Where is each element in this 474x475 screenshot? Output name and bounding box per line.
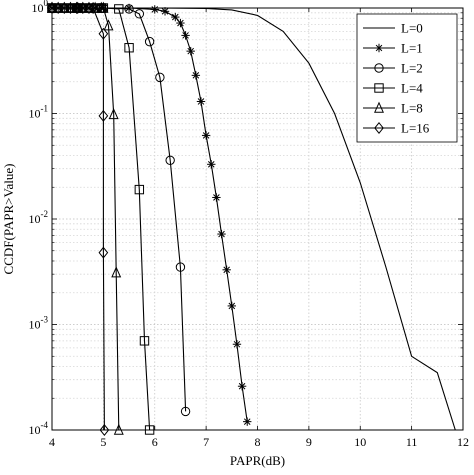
legend-marker-l4 [374, 83, 384, 93]
data-point-l1 [222, 265, 231, 274]
data-point-l4 [139, 336, 150, 346]
data-point-l4 [134, 184, 145, 195]
y-tick-label: 100 [32, 0, 49, 15]
data-point-l2 [165, 155, 175, 166]
x-tick-label: 4 [49, 435, 55, 449]
legend-label-l16: L=16 [401, 121, 430, 136]
y-tick-label: 10-4 [29, 420, 49, 437]
data-point-l16 [99, 424, 110, 436]
legend-marker-l16 [374, 122, 384, 134]
data-point-l1 [217, 229, 226, 239]
data-point-l1 [243, 417, 252, 426]
x-tick-label: 7 [203, 435, 209, 449]
legend-label-l2: L=2 [401, 61, 423, 76]
data-point-l2 [134, 9, 145, 19]
legend-marker-l8 [374, 101, 384, 113]
data-point-l8 [108, 107, 119, 120]
data-point-l8 [111, 266, 122, 278]
data-point-l4 [124, 43, 134, 53]
legend-box [356, 13, 458, 143]
legend-label-l8: L=8 [401, 101, 423, 116]
data-point-l1 [181, 31, 190, 40]
legend: L=0 L=1 L=2 L=4 L=8 L=16 [356, 13, 458, 143]
data-point-l16 [98, 109, 109, 122]
data-point-l16 [98, 246, 109, 259]
legend-label-l4: L=4 [401, 81, 423, 96]
data-point-l1 [160, 7, 170, 16]
data-point-l2 [155, 72, 165, 83]
x-tick-label: 11 [406, 435, 418, 449]
y-tick-label: 10-2 [29, 209, 49, 226]
data-point-l2 [180, 406, 191, 417]
x-tick-label: 12 [457, 435, 469, 449]
x-tick-label: 10 [354, 435, 366, 449]
x-tick-label: 8 [255, 435, 261, 449]
data-point-l1 [171, 12, 180, 22]
data-point-l1 [186, 46, 195, 56]
data-point-l2 [175, 262, 186, 272]
x-axis-label: PAPR(dB) [230, 453, 285, 468]
data-point-l1 [227, 301, 237, 311]
data-point-l1 [201, 131, 211, 140]
data-point-l1 [212, 193, 221, 202]
data-point-l1 [196, 97, 206, 106]
axis-ticks: 4 5 6 7 8 9 10 11 12 100 10-1 10-2 10-3 10-4 [29, 0, 470, 449]
data-point-l16 [84, 2, 94, 14]
data-point-l8 [103, 19, 114, 31]
data-point-l1 [191, 71, 201, 80]
legend-marker-l2 [374, 63, 384, 73]
legend-marker-l1 [374, 43, 384, 53]
legend-label-l0: L=0 [401, 21, 423, 36]
data-point-l1 [176, 18, 185, 28]
data-point-l1 [207, 160, 216, 169]
data-point-l4 [114, 4, 124, 14]
data-point-l2 [124, 4, 134, 14]
data-point-l1 [237, 382, 247, 391]
data-point-l16 [98, 27, 109, 40]
data-point-l1 [232, 340, 242, 349]
data-point-l16 [88, 2, 98, 14]
legend-label-l1: L=1 [401, 41, 423, 56]
y-tick-label: 10-3 [29, 315, 49, 332]
x-tick-label: 5 [100, 435, 106, 449]
x-tick-label: 6 [152, 435, 158, 449]
x-tick-label: 9 [306, 435, 312, 449]
y-axis-label: CCDF(PAPR>Value) [1, 164, 16, 275]
data-point-l2 [144, 36, 155, 47]
y-tick-label: 10-1 [29, 104, 49, 121]
